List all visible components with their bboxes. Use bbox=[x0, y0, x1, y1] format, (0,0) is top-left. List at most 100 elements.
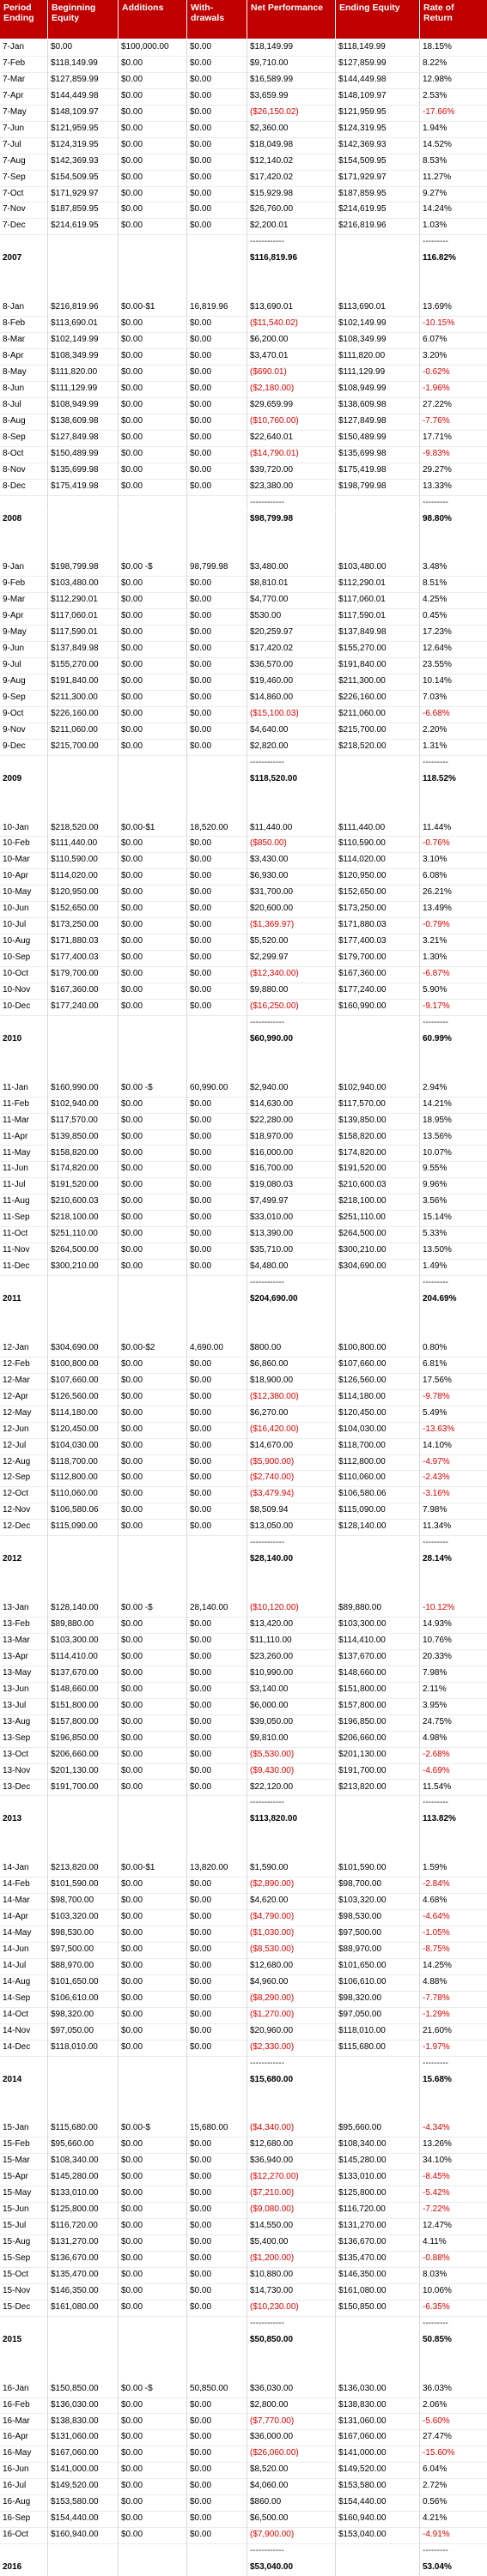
cell-beginning-equity: $101,650.00 bbox=[48, 1974, 119, 1991]
cell-period bbox=[0, 1014, 48, 1031]
cell-beginning-equity: $158,820.00 bbox=[48, 1145, 119, 1162]
cell-period: 15-Mar bbox=[0, 2153, 48, 2170]
cell-rate-of-return bbox=[420, 1844, 487, 1860]
cell-additions: $0.00-$1 bbox=[119, 299, 187, 317]
cell-ending-equity bbox=[336, 1323, 420, 1340]
table-row: 12-Sep $112,800.00 $0.00 $0.00 ($2,740.00) $1… bbox=[0, 1470, 487, 1488]
cell-withdrawals bbox=[187, 803, 247, 820]
cell-rate-of-return: --------- bbox=[423, 2546, 448, 2556]
cell-ending-equity: $160,940.00 bbox=[336, 2511, 420, 2528]
cell-withdrawals: $0.00 bbox=[187, 1454, 247, 1471]
cell-ending-equity: $160,990.00 bbox=[336, 998, 420, 1015]
table-row: 9-Feb $103,480.00 $0.00 $0.00 $8,810.01 $112,… bbox=[0, 576, 487, 594]
cell-beginning-equity: $106,580.06 bbox=[48, 1503, 119, 1520]
cell-additions: $0.00 bbox=[119, 868, 187, 886]
cell-withdrawals bbox=[187, 1828, 247, 1845]
table-row: 14-Apr $103,320.00 $0.00 $0.00 ($4,790.00) $9… bbox=[0, 1909, 487, 1927]
cell-beginning-equity: $211,060.00 bbox=[48, 722, 119, 739]
cell-ending-equity: $128,140.00 bbox=[336, 1519, 420, 1536]
cell-additions: $0.00 bbox=[119, 1957, 187, 1974]
cell-period: 11-May bbox=[0, 1145, 48, 1162]
cell-rate-of-return: 13.33% bbox=[423, 481, 452, 491]
cell-ending-equity: $114,020.00 bbox=[336, 852, 420, 869]
cell-ending-equity: $112,290.01 bbox=[336, 576, 420, 593]
cell-net-performance: $39,720.00 bbox=[247, 462, 336, 479]
cell-ending-equity: $108,340.00 bbox=[336, 2137, 420, 2154]
table-row: 11-Aug $210,600.03 $0.00 $0.00 $7,499.97 $218… bbox=[0, 1194, 487, 1212]
cell-period bbox=[0, 2364, 48, 2381]
cell-net-performance: ($2,180.00) bbox=[247, 380, 336, 397]
cell-net-performance: ($2,740.00) bbox=[247, 1470, 336, 1487]
cell-ending-equity: $97,500.00 bbox=[336, 1926, 420, 1942]
cell-withdrawals bbox=[187, 1047, 247, 1064]
cell-net-performance: $204,690.00 bbox=[247, 1291, 336, 1308]
cell-ending-equity: $133,010.00 bbox=[336, 2169, 420, 2186]
cell-ending-equity: $153,580.00 bbox=[336, 2478, 420, 2495]
cell-rate-of-return bbox=[420, 804, 487, 820]
table-row: 9-May $117,590.01 $0.00 $0.00 $20,259.97 $137… bbox=[0, 625, 487, 643]
cell-rate-of-return bbox=[420, 283, 487, 299]
cell-period: 15-May bbox=[0, 2186, 48, 2203]
cell-additions: $0.00 bbox=[119, 2446, 187, 2463]
cell-net-performance: $4,620.00 bbox=[247, 1893, 336, 1910]
cell-additions: $0.00 bbox=[119, 2299, 187, 2316]
cell-ending-equity bbox=[336, 1568, 420, 1585]
cell-rate-of-return: -0.79% bbox=[423, 920, 450, 930]
cell-ending-equity: $148,109.97 bbox=[336, 88, 420, 105]
cell-ending-equity: $103,480.00 bbox=[336, 559, 420, 577]
cell-additions bbox=[119, 803, 187, 820]
cell-beginning-equity: $214,619.95 bbox=[48, 218, 119, 235]
cell-rate-of-return: 10.06% bbox=[423, 2285, 452, 2295]
cell-net-performance: $4,770.00 bbox=[247, 592, 336, 609]
cell-net-performance: $18,900.00 bbox=[247, 1372, 336, 1389]
cell-additions bbox=[119, 2055, 187, 2072]
cell-period: 12-Sep bbox=[0, 1470, 48, 1487]
cell-rate-of-return: -4.69% bbox=[423, 1765, 450, 1775]
cell-period bbox=[0, 2348, 48, 2365]
cell-beginning-equity: $127,859.99 bbox=[48, 71, 119, 88]
cell-withdrawals: $0.00 bbox=[187, 153, 247, 170]
cell-net-performance: $6,200.00 bbox=[247, 332, 336, 349]
cell-ending-equity: $120,950.00 bbox=[336, 868, 420, 886]
cell-beginning-equity: $131,270.00 bbox=[48, 2234, 119, 2252]
table-row: 8-Jun $111,129.99 $0.00 $0.00 ($2,180.00) $10… bbox=[0, 380, 487, 398]
cell-beginning-equity: $137,849.98 bbox=[48, 641, 119, 658]
cell-ending-equity bbox=[336, 1308, 420, 1324]
cell-rate-of-return bbox=[420, 1048, 487, 1064]
year-total-row: 2009 $118,520.00 118.52% bbox=[0, 771, 487, 788]
cell-period: 12-Apr bbox=[0, 1388, 48, 1406]
cell-withdrawals: $0.00 bbox=[187, 1112, 247, 1129]
cell-beginning-equity: $215,700.00 bbox=[48, 738, 119, 755]
cell-beginning-equity: $146,350.00 bbox=[48, 2283, 119, 2300]
cell-withdrawals: $0.00 bbox=[187, 1730, 247, 1747]
spacer-row bbox=[0, 1047, 487, 1064]
cell-rate-of-return: 116.82% bbox=[423, 253, 456, 263]
cell-beginning-equity: $128,140.00 bbox=[48, 1600, 119, 1618]
table-row: 16-Mar $138,830.00 $0.00 $0.00 ($7,770.00) $1… bbox=[0, 2413, 487, 2431]
cell-withdrawals: $0.00 bbox=[187, 2446, 247, 2463]
table-row: 13-Apr $114,410.00 $0.00 $0.00 $23,260.00 $13… bbox=[0, 1648, 487, 1666]
table-row: 13-May $137,670.00 $0.00 $0.00 $10,990.00 $14… bbox=[0, 1665, 487, 1683]
cell-withdrawals bbox=[187, 1568, 247, 1585]
cell-period: 8-Apr bbox=[0, 348, 48, 365]
spacer-row bbox=[0, 527, 487, 544]
cell-period bbox=[0, 494, 48, 511]
cell-beginning-equity: $167,360.00 bbox=[48, 983, 119, 999]
table-row: 15-Jun $125,800.00 $0.00 $0.00 ($9,080.00) $1… bbox=[0, 2202, 487, 2220]
cell-period: 14-Oct bbox=[0, 2006, 48, 2023]
table-row: 15-Aug $131,270.00 $0.00 $0.00 $5,400.00 $136… bbox=[0, 2234, 487, 2252]
cell-rate-of-return: 18.95% bbox=[423, 1115, 452, 1125]
cell-rate-of-return: 18.15% bbox=[423, 42, 452, 51]
cell-beginning-equity: $98,320.00 bbox=[48, 2006, 119, 2023]
cell-rate-of-return: 26.21% bbox=[423, 887, 452, 898]
table-row: 8-Feb $113,690.01 $0.00 $0.00 ($11,540.02) $1… bbox=[0, 316, 487, 334]
cell-rate-of-return: 17.23% bbox=[423, 627, 452, 638]
cell-beginning-equity: $110,060.00 bbox=[48, 1486, 119, 1503]
cell-ending-equity: $98,700.00 bbox=[336, 1877, 420, 1894]
cell-rate-of-return: -0.62% bbox=[423, 366, 450, 377]
cell-additions: $0.00 bbox=[119, 1926, 187, 1942]
table-row: 9-Aug $191,840.00 $0.00 $0.00 $19,460.00 $211… bbox=[0, 674, 487, 691]
cell-additions: $0.00 bbox=[119, 966, 187, 983]
cell-net-performance bbox=[247, 2088, 336, 2105]
cell-withdrawals: $0.00 bbox=[187, 2218, 247, 2235]
